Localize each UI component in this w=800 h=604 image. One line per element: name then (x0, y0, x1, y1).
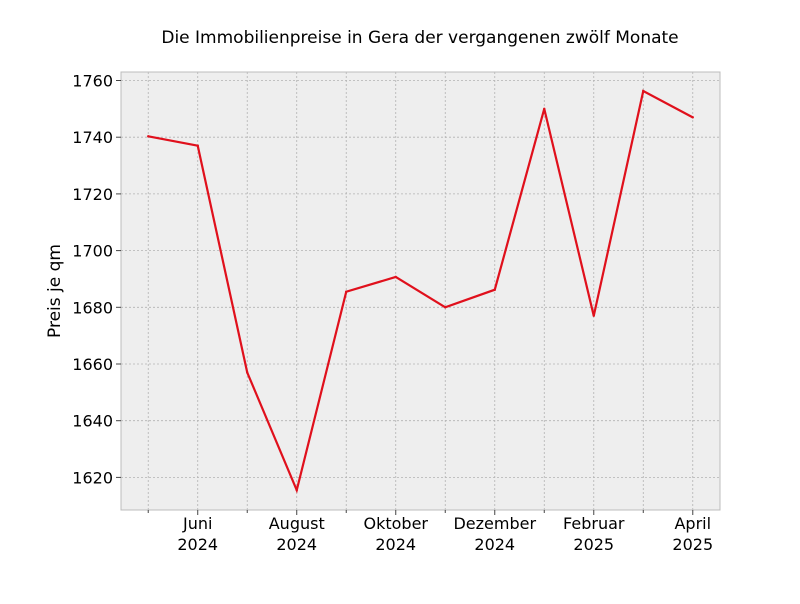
data-point (543, 107, 546, 111)
y-axis: 1620 1640 1660 1680 1700 1720 1740 1760 (72, 72, 121, 487)
x-tick-label-month: Juni (182, 514, 212, 533)
y-tick-label: 1680 (72, 298, 113, 317)
series-line (148, 89, 694, 494)
data-point (345, 290, 348, 293)
y-tick-label: 1760 (72, 72, 113, 91)
x-tick-label-month: Dezember (453, 514, 536, 533)
y-tick-label: 1720 (72, 185, 113, 204)
data-point (691, 116, 694, 119)
x-tick-label-month: Februar (563, 514, 625, 533)
y-tick-label: 1640 (72, 412, 113, 431)
grid-lines (121, 72, 720, 510)
data-point (147, 135, 150, 138)
x-axis: Juni 2024 August 2024 Oktober 2024 Dezember 202… (147, 510, 713, 554)
x-tick-label-year: 2024 (177, 535, 218, 554)
plot-frame (120, 71, 721, 511)
x-tick-label-year: 2024 (474, 535, 515, 554)
x-tick-label-month: August (269, 514, 325, 533)
x-tick-label-month: Oktober (363, 514, 428, 533)
y-tick-label: 1700 (72, 242, 113, 261)
x-tick-label-year: 2025 (672, 535, 713, 554)
data-point (295, 488, 298, 492)
y-tick-label: 1740 (72, 128, 113, 147)
data-point (394, 275, 397, 279)
data-point (592, 314, 595, 318)
x-tick-label-year: 2025 (573, 535, 614, 554)
data-point (493, 288, 496, 291)
y-tick-label: 1660 (72, 355, 113, 374)
x-tick-label-year: 2024 (375, 535, 416, 554)
data-point (246, 371, 249, 374)
series-layer (147, 89, 694, 494)
x-tick-label-month: April (674, 514, 711, 533)
x-tick-label-year: 2024 (276, 535, 317, 554)
y-axis-label: Preis je qm (45, 244, 65, 338)
chart-title: Die Immobilienpreise in Gera der vergang… (161, 28, 678, 48)
y-tick-label: 1620 (72, 468, 113, 487)
data-point (642, 89, 645, 93)
data-point (196, 144, 199, 147)
data-point (444, 306, 447, 309)
